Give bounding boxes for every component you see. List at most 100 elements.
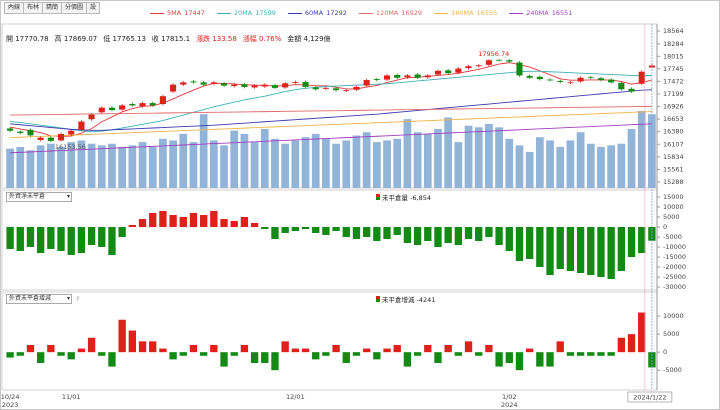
bar [108,227,116,255]
bar [322,352,330,356]
volume-bar [46,143,55,188]
legend-name: 180MA [451,9,474,17]
candle-body [414,74,421,78]
volume-bar [322,138,330,188]
tab[interactable]: 精簡 [42,2,63,14]
bar [342,352,350,363]
bar [179,217,187,227]
quote-field: 漲幅 0.76% [242,35,282,43]
indicator-select[interactable]: 外資未平倉增減 [6,294,72,304]
volume-bar [505,138,514,188]
bar [271,227,279,239]
candle-body [373,79,380,81]
y-tick-label: 15834 [663,153,684,161]
bar [434,227,442,247]
y-tick-label: -25000 [663,273,686,281]
bar [597,227,605,277]
candle-body [312,87,319,90]
value-icon [376,194,380,200]
bar [312,227,320,233]
legend-name: 240MA [526,9,549,17]
bar [312,352,320,360]
bar [138,219,147,227]
bar [6,227,14,249]
quote-field: 高 17869.07 [54,35,98,43]
indicator-select[interactable]: 外資淨未平倉 [6,192,72,202]
bar [291,227,300,231]
bar [566,227,575,271]
quote-info: 開 17770.78 高 17869.07 低 17765.13 收 17815.1 漲… [6,34,331,44]
volume-bar [597,147,605,188]
bar [352,227,361,239]
y-tick-label: -5000 [663,366,682,374]
bar [546,352,554,367]
y-tick-label: -10000 [663,243,686,251]
candle-body [445,70,452,74]
bar [566,352,575,356]
bar [169,352,177,360]
candle-body [587,77,594,79]
legend-name: 5MA [167,9,182,17]
volume-bar [128,145,137,188]
bar [525,227,534,259]
bar [149,213,157,227]
candle-body [516,62,523,76]
y-tick-label: 18284 [663,40,684,48]
x-year-label: 2024 [501,401,518,409]
volume-bar [16,147,25,188]
candle-body [231,84,238,87]
volume-bar [393,138,402,188]
quote-field: 漲跌 133.58 [196,35,237,43]
legend-item: 5MA 17447 [150,9,205,17]
bar [26,227,35,247]
volume-bar [586,143,595,188]
ma-legend: 5MA 17447 20MA 17599 60MA 17292 120MA 16929 180M… [150,9,572,17]
candle-body [37,137,44,140]
bar [220,352,228,367]
volume-bar [352,135,361,188]
bar [271,352,279,371]
ma-line [10,70,652,133]
x-tick-label: 11/01 [62,393,81,401]
candle-body [220,83,228,86]
help-icon[interactable]: ? [76,295,80,303]
y-tick-label: -5000 [663,233,682,241]
candle-body [394,74,401,78]
tab[interactable]: 設 [86,2,101,14]
legend-item: 120MA 16929 [358,9,422,17]
cursor-label-box [627,391,673,403]
volume-bar [179,133,188,188]
bar [525,348,534,353]
volume-bar [372,142,381,188]
candle-body [108,107,116,111]
bar [536,227,544,267]
candle-body [618,82,625,90]
bar [362,348,371,353]
legend-item: 60MA 17292 [287,9,347,17]
x-tick-label: 12/01 [286,393,305,401]
bar [128,225,137,227]
y-tick-label: 17199 [663,90,684,98]
volume-bar [209,140,218,188]
candle-body [536,76,543,80]
bar [189,344,198,353]
tab[interactable]: 分價圖 [61,2,88,14]
tab[interactable]: 布林 [23,2,44,14]
bar [495,352,503,367]
bar [128,330,137,353]
tab[interactable]: 內線 [4,2,25,14]
bar [261,227,269,229]
bar [444,227,452,243]
volume-bar [627,128,636,188]
bar [485,344,493,353]
bar [291,348,300,353]
volume-bar [240,133,249,188]
y-tick-label: 18015 [663,52,684,60]
bar [627,334,636,353]
quote-field: 低 17765.13 [103,35,146,43]
legend-value: 16551 [551,9,573,17]
bar [16,352,24,356]
candle-body [496,59,503,61]
